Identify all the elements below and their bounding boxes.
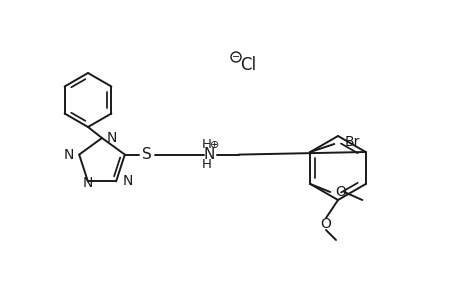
Text: Br: Br	[343, 135, 359, 149]
Text: −: −	[231, 52, 240, 62]
Text: H: H	[202, 158, 211, 171]
Text: N: N	[107, 131, 117, 145]
Text: N: N	[123, 174, 133, 188]
Text: S: S	[142, 147, 151, 162]
Text: ⊕: ⊕	[210, 140, 219, 150]
Text: N: N	[203, 147, 214, 162]
Text: O: O	[335, 185, 346, 199]
Text: H: H	[202, 138, 211, 151]
Text: Cl: Cl	[240, 56, 256, 74]
Text: O: O	[320, 217, 331, 231]
Text: N: N	[64, 148, 74, 162]
Text: N: N	[83, 176, 93, 190]
